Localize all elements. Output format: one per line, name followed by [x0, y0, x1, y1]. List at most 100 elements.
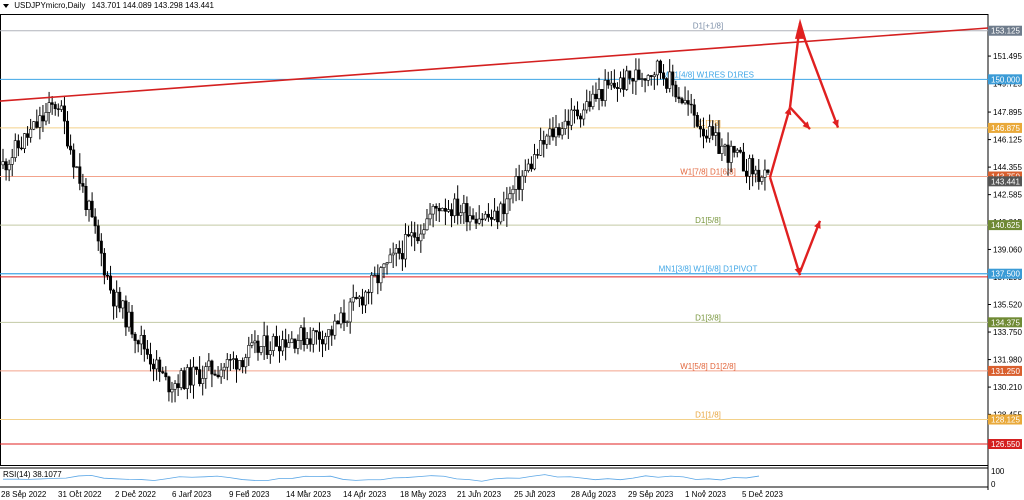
candle-body: [41, 115, 45, 122]
candle-body: [640, 78, 644, 80]
candle-body: [84, 185, 88, 210]
x-tick-label: 14 Apr 2023: [343, 490, 387, 499]
candle-body: [542, 140, 546, 145]
candle-body: [158, 359, 162, 372]
candle-body: [305, 338, 309, 345]
candle-body: [19, 147, 23, 150]
candle-body: [198, 369, 202, 384]
candle-body: [652, 74, 656, 77]
candle-body: [118, 291, 122, 309]
candle-body: [726, 144, 730, 163]
candle-body: [293, 338, 297, 349]
candle-body: [238, 360, 242, 370]
candle-body: [44, 112, 48, 122]
candle-body: [339, 312, 343, 325]
price-tag-label: 128.125: [991, 416, 1020, 425]
candle-body: [480, 218, 484, 221]
rsi-tick-0: 0: [991, 480, 996, 489]
price-tag: [988, 317, 1022, 328]
candle-body: [133, 333, 137, 341]
x-tick-label: 25 Jul 2023: [514, 490, 556, 499]
candle-body: [29, 128, 33, 138]
candle-body: [69, 145, 73, 151]
chart-frame: [0, 14, 989, 466]
candle-body: [597, 89, 601, 99]
candle-body: [7, 164, 11, 171]
candle-body: [81, 183, 85, 187]
candle-body: [311, 330, 315, 345]
candle-body: [250, 342, 254, 346]
candle-body: [342, 312, 346, 323]
candle-body: [247, 345, 251, 358]
candle-body: [680, 98, 684, 104]
candle-body: [711, 126, 715, 136]
candle-body: [314, 330, 318, 333]
candle-body: [170, 388, 174, 393]
candle-body: [38, 115, 42, 128]
candle-body: [600, 89, 604, 101]
y-tick-label: 146.125: [993, 136, 1022, 145]
candle-body: [195, 366, 199, 370]
candle-body: [591, 93, 595, 107]
candle-body: [585, 101, 589, 111]
candle-body: [148, 354, 152, 365]
candle-body: [327, 329, 331, 337]
candle-body: [477, 218, 481, 224]
candle-body: [354, 296, 358, 299]
candle-body: [210, 360, 214, 375]
candle-body: [443, 208, 447, 212]
candle-body: [265, 335, 269, 355]
candle-body: [35, 121, 39, 128]
candle-body: [563, 120, 567, 129]
candle-body: [523, 170, 527, 177]
candle-body: [413, 232, 417, 238]
candle-body: [744, 170, 748, 177]
chart-header: USDJPYmicro,Daily 143.701 144.089 143.29…: [3, 1, 214, 10]
price-tag-label: 137.500: [991, 270, 1020, 279]
candle-body: [569, 109, 573, 126]
mid-arrow-head: [802, 121, 810, 130]
candle-body: [357, 296, 361, 299]
candle-body: [321, 339, 325, 345]
down-arrow-lower: [768, 176, 802, 276]
candle-body: [677, 96, 681, 99]
down-arrow-upper-head: [832, 119, 839, 128]
candle-body: [90, 200, 94, 218]
candle-body: [161, 371, 165, 374]
candle-body: [219, 369, 223, 378]
candle-body: [228, 359, 232, 361]
y-tick-label: 131.980: [993, 356, 1022, 365]
dropdown-arrow-icon[interactable]: [3, 3, 9, 8]
down-arrow-upper: [798, 26, 840, 128]
candle-body: [102, 252, 106, 276]
y-tick-label: 130.210: [993, 383, 1022, 392]
candle-body: [176, 383, 180, 388]
candle-body: [142, 334, 146, 350]
candle-body: [551, 128, 555, 138]
candle-body: [78, 166, 82, 184]
candle-body: [93, 216, 97, 227]
candle-body: [99, 240, 103, 254]
candle-body: [130, 311, 134, 335]
level-label: D1[7/8]: [695, 119, 721, 128]
x-tick-label: 28 Sep 2022: [1, 490, 47, 499]
price-tag: [988, 414, 1022, 425]
candle-body: [634, 69, 638, 82]
candle-body: [241, 360, 245, 368]
price-tag: [988, 220, 1022, 231]
level-label: D1[1/8]: [695, 411, 721, 420]
rsi-line: [2, 474, 760, 482]
candle-body: [735, 149, 739, 153]
candle-body: [689, 103, 693, 106]
candle-body: [284, 339, 288, 348]
candle-body: [59, 105, 63, 110]
candle-body: [262, 335, 266, 347]
x-tick-label: 28 Aug 2023: [571, 490, 616, 499]
candle-body: [121, 300, 125, 309]
rebound-arrow-head: [814, 220, 821, 229]
candle-body: [216, 374, 220, 378]
candle-body: [754, 169, 758, 175]
x-tick-label: 18 May 2023: [400, 490, 447, 499]
candle-body: [167, 376, 171, 393]
